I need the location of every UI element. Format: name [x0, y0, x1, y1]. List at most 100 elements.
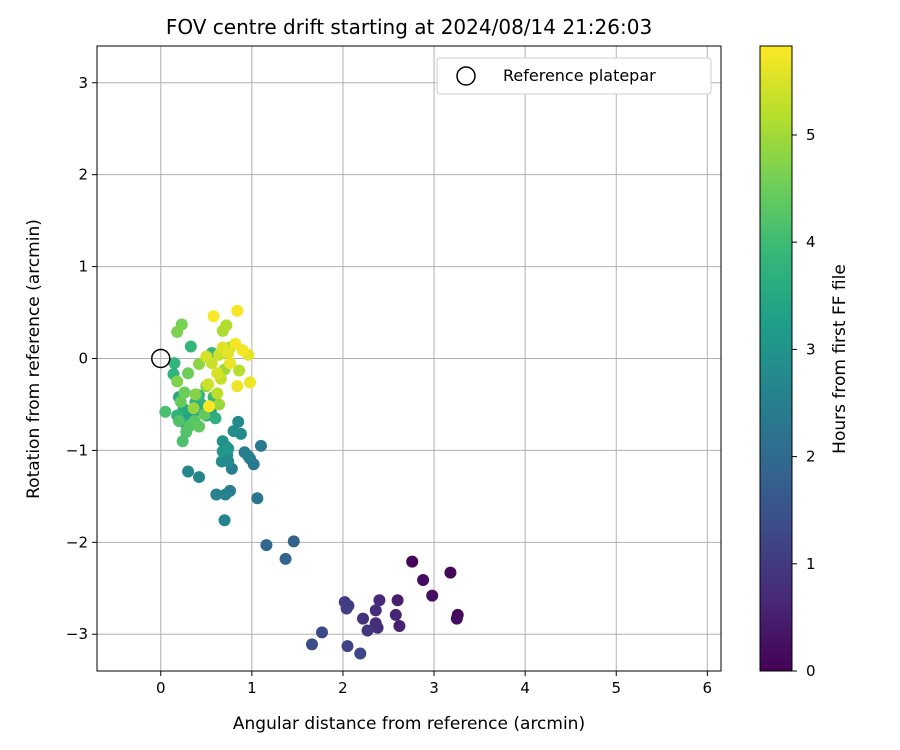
data-point [391, 594, 404, 607]
data-point [222, 455, 235, 468]
x-axis-label: Angular distance from reference (arcmin) [233, 714, 585, 734]
colorbar-tick-label: 5 [806, 126, 816, 144]
colorbar: 0 1 2 3 4 5 Hours from first FF file [759, 45, 850, 680]
data-point [231, 380, 244, 393]
data-point [168, 357, 181, 370]
legend-marker-icon [456, 66, 476, 86]
data-point [340, 602, 353, 615]
data-point [219, 488, 232, 501]
data-point [341, 640, 354, 653]
data-point [200, 350, 213, 363]
data-point [369, 604, 382, 617]
chart-title: FOV centre drift starting at 2024/08/14 … [166, 15, 652, 39]
data-point [223, 357, 236, 370]
data-point [193, 420, 206, 433]
data-point [159, 405, 172, 418]
data-point [242, 449, 255, 462]
y-tick-label: 3 [78, 74, 88, 92]
data-point [244, 376, 257, 389]
data-point [218, 514, 231, 527]
colorbar-tick-label: 2 [806, 448, 816, 466]
data-point [406, 555, 419, 568]
y-axis-label: Rotation from reference (arcmin) [24, 219, 44, 499]
data-point [450, 612, 463, 625]
data-point [279, 552, 292, 565]
data-point [211, 367, 224, 380]
data-point [187, 402, 200, 415]
data-point [361, 624, 374, 637]
x-tick-label: 6 [703, 679, 713, 697]
data-point [254, 439, 267, 452]
x-axis-ticks: 0 1 2 3 4 5 6 [156, 671, 712, 697]
data-point [210, 488, 223, 501]
data-point [231, 304, 244, 317]
y-tick-label: −3 [66, 625, 88, 643]
x-tick-label: 2 [338, 679, 348, 697]
data-point [220, 319, 233, 332]
data-point [171, 375, 184, 388]
grid [97, 46, 721, 671]
data-point [213, 398, 226, 411]
data-point [222, 346, 235, 359]
x-tick-label: 0 [156, 679, 166, 697]
data-point [172, 415, 185, 427]
data-point [444, 566, 457, 579]
data-point [182, 367, 195, 380]
data-point [182, 465, 195, 478]
data-point [207, 310, 220, 323]
colorbar-tick-label: 3 [806, 340, 816, 358]
data-point [389, 608, 402, 621]
y-tick-label: 1 [78, 258, 88, 276]
data-point [316, 626, 329, 639]
data-point [193, 471, 206, 484]
colorbar-tick-label: 0 [806, 662, 816, 680]
y-axis-ticks: −3 −2 −1 0 1 2 3 [66, 74, 97, 643]
data-point [371, 621, 384, 634]
data-point [211, 387, 224, 400]
data-point [393, 619, 406, 632]
data-point [232, 415, 245, 428]
legend-box [436, 57, 712, 95]
data-point [171, 325, 184, 338]
y-tick-label: 2 [78, 166, 88, 184]
legend-entry-label: Reference platepar [503, 66, 656, 85]
data-point [426, 589, 439, 602]
data-point [176, 435, 189, 448]
data-point [354, 647, 367, 660]
data-point [189, 388, 202, 401]
data-point [305, 638, 318, 651]
colorbar-ticks: 0 1 2 3 4 5 [792, 126, 816, 680]
y-tick-label: −1 [66, 441, 88, 459]
data-point [184, 340, 197, 353]
data-point [193, 358, 206, 371]
scatter-points [159, 304, 464, 660]
data-point [373, 594, 386, 607]
legend: Reference platepar [436, 57, 712, 95]
y-tick-label: 0 [78, 350, 88, 368]
data-point [202, 378, 215, 391]
data-point [233, 364, 246, 377]
data-point [287, 535, 300, 548]
colorbar-tick-label: 1 [806, 555, 816, 573]
data-point [229, 337, 242, 350]
data-point [209, 412, 222, 425]
data-point [251, 492, 264, 505]
data-point [260, 539, 273, 552]
data-point [174, 395, 187, 408]
data-point [203, 400, 216, 413]
colorbar-gradient [759, 45, 793, 672]
data-point [178, 386, 191, 399]
y-tick-label: −2 [66, 533, 88, 551]
data-point [227, 425, 240, 438]
colorbar-label: Hours from first FF file [830, 264, 850, 454]
x-tick-label: 3 [429, 679, 439, 697]
data-point [356, 612, 369, 625]
reference-platepar-marker [151, 348, 171, 369]
colorbar-tick-label: 4 [806, 233, 816, 251]
data-point [222, 442, 235, 455]
x-tick-label: 4 [520, 679, 530, 697]
x-tick-label: 1 [247, 679, 257, 697]
data-point [417, 574, 430, 587]
x-tick-label: 5 [611, 679, 621, 697]
